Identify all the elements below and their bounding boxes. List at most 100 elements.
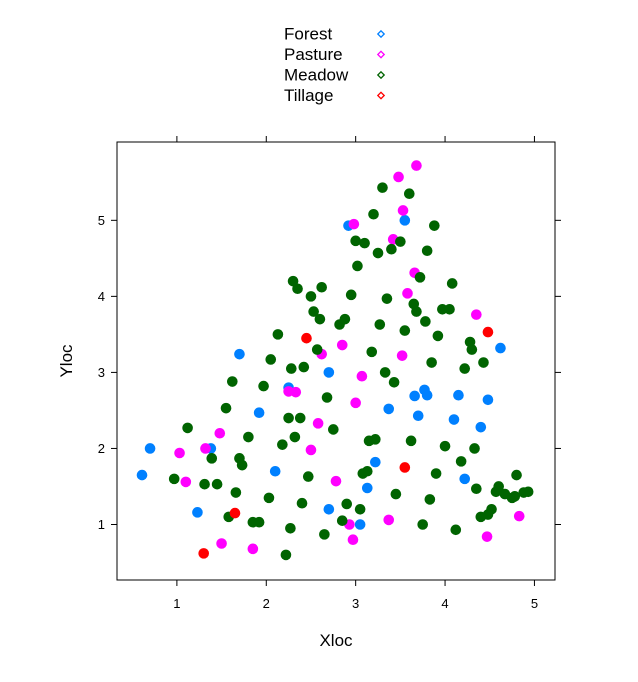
meadow-point xyxy=(211,478,223,490)
forest-point xyxy=(475,421,487,433)
meadow-point xyxy=(421,245,433,257)
pasture-point xyxy=(174,447,185,459)
meadow-point xyxy=(411,306,422,317)
meadow-point xyxy=(311,344,323,355)
meadow-point xyxy=(466,344,478,355)
meadow-point xyxy=(345,289,357,301)
meadow-point xyxy=(352,260,363,272)
pasture-point xyxy=(336,339,348,351)
forest-point xyxy=(409,390,420,402)
legend-key-forest xyxy=(376,29,386,39)
forest-point xyxy=(234,348,245,360)
forest-point xyxy=(253,407,265,419)
meadow-point xyxy=(395,236,406,247)
meadow-point xyxy=(350,235,361,247)
forest-point xyxy=(323,367,335,378)
forest-point xyxy=(370,456,381,468)
meadow-point xyxy=(292,283,303,295)
forest-point xyxy=(459,473,471,485)
meadow-point xyxy=(417,519,429,530)
forest-point xyxy=(421,389,433,401)
meadow-point xyxy=(424,494,436,505)
meadow-point xyxy=(455,456,467,467)
pasture-point xyxy=(290,386,302,398)
meadow-point xyxy=(277,439,288,450)
meadow-point xyxy=(450,524,462,536)
legend-label-pasture: Pasture xyxy=(284,45,343,64)
tillage-point xyxy=(198,548,210,559)
forest-point xyxy=(192,507,203,518)
meadow-point xyxy=(286,363,297,374)
legend-key-pasture xyxy=(376,50,386,59)
meadow-point xyxy=(439,440,451,452)
meadow-point xyxy=(426,357,437,368)
meadow-point xyxy=(493,481,504,492)
meadow-point xyxy=(280,549,292,561)
meadow-point xyxy=(294,412,306,424)
x-axis-title: Xloc xyxy=(319,631,353,650)
axes: 1 2 3 4 5 1 2 3 4 5 xyxy=(98,136,561,611)
meadow-point xyxy=(258,380,269,392)
forest-point xyxy=(482,394,494,406)
meadow-point xyxy=(328,424,339,435)
meadow-point xyxy=(414,272,426,283)
y-tick-label: 2 xyxy=(98,441,105,456)
forest-point xyxy=(269,465,281,477)
pasture-point xyxy=(411,160,422,171)
meadow-point xyxy=(522,486,534,498)
x-tick-label: 4 xyxy=(441,596,448,611)
meadow-point xyxy=(339,313,351,325)
meadow-point xyxy=(486,503,497,515)
meadow-point xyxy=(432,330,444,342)
meadow-point xyxy=(263,492,275,504)
meadow-point xyxy=(430,468,442,479)
forest-point xyxy=(495,342,506,354)
meadow-point xyxy=(377,182,388,193)
x-tick-label: 3 xyxy=(352,596,359,611)
pasture-point xyxy=(214,427,226,439)
pasture-point xyxy=(396,350,408,361)
meadow-point xyxy=(399,325,411,336)
meadow-point xyxy=(370,434,381,445)
pasture-point xyxy=(216,538,227,549)
tillage-point xyxy=(482,326,494,338)
meadow-point xyxy=(459,363,471,374)
meadow-point xyxy=(511,469,522,481)
meadow-point xyxy=(265,354,277,365)
meadow-point xyxy=(390,488,402,500)
y-tick-label: 3 xyxy=(98,365,105,380)
meadow-point xyxy=(381,293,393,304)
plot-panel xyxy=(116,141,556,581)
meadow-point xyxy=(319,529,330,540)
meadow-point xyxy=(403,188,415,200)
pasture-point xyxy=(513,510,525,522)
meadow-point xyxy=(296,497,308,509)
meadow-point xyxy=(420,316,431,327)
legend-key-tillage xyxy=(376,91,386,100)
pasture-point xyxy=(247,543,259,555)
meadow-point xyxy=(321,392,333,403)
meadow-point xyxy=(206,453,218,464)
meadow-point xyxy=(272,329,284,340)
meadow-point xyxy=(220,402,232,414)
meadow-point xyxy=(230,487,242,498)
meadow-point xyxy=(227,376,238,387)
legend-label-tillage: Tillage xyxy=(284,86,333,105)
forest-point xyxy=(361,482,373,494)
tillage-point xyxy=(301,332,312,344)
meadow-point xyxy=(388,376,400,388)
meadow-point xyxy=(368,208,379,220)
meadow-point xyxy=(354,503,366,515)
meadow-point xyxy=(478,357,489,368)
pasture-point xyxy=(393,171,404,183)
pasture-point xyxy=(200,443,211,454)
meadow-point xyxy=(298,361,310,373)
meadow-point xyxy=(168,473,180,485)
meadow-point xyxy=(285,522,296,534)
y-axis-title: Yloc xyxy=(57,344,76,378)
forest-point xyxy=(354,519,366,530)
meadow-point xyxy=(243,431,254,443)
pasture-point xyxy=(330,475,342,487)
